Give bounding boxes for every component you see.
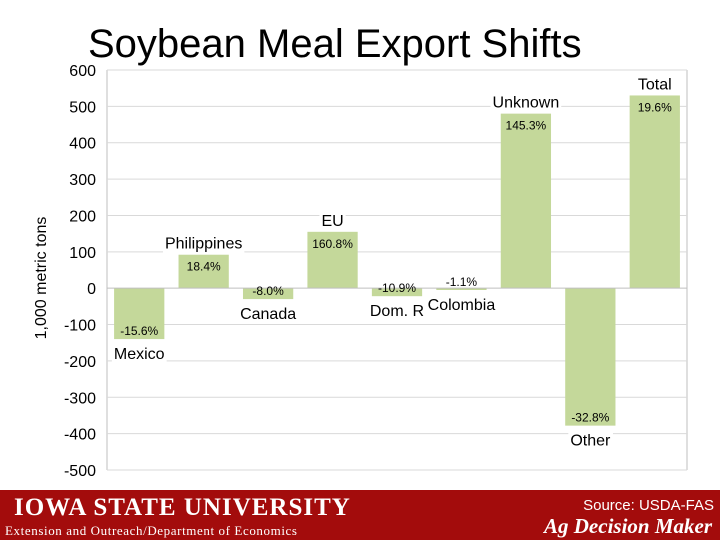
y-axis-label: 1,000 metric tons (33, 217, 50, 340)
y-tick-label: -100 (64, 318, 96, 335)
category-label: Dom. R (370, 303, 424, 320)
category-label: Colombia (428, 297, 496, 314)
category-label: Unknown (493, 95, 560, 112)
data-label: 18.4% (187, 260, 221, 274)
source-text: Source: USDA-FAS (583, 497, 714, 514)
bar-chart: 6005004003002001000-100-200-300-400-500 … (33, 63, 688, 480)
bars (114, 95, 680, 426)
y-axis-ticks: 600 500 400 300 200 100 0 -100 -200 -300 -400 -500 (64, 63, 96, 480)
footer-bar: IOWA STATE UNIVERSITY Extension and Outr… (0, 490, 720, 540)
bar (307, 231, 358, 289)
category-label-background (238, 306, 299, 324)
bar (565, 288, 616, 426)
bar (629, 95, 680, 289)
data-label: 160.8% (312, 237, 353, 251)
category-label-background (367, 303, 427, 321)
data-label: 145.3% (506, 119, 547, 133)
bar (436, 288, 487, 290)
category-label: Canada (240, 306, 296, 323)
category-label: Mexico (114, 346, 165, 363)
category-label: EU (321, 213, 343, 230)
category-label: Philippines (165, 236, 242, 253)
category-label-background (635, 76, 674, 94)
y-tick-label: 600 (69, 63, 96, 80)
y-tick-label: -400 (64, 427, 96, 444)
data-label: 19.6% (638, 100, 672, 114)
category-label-background (490, 94, 562, 112)
bar (371, 288, 423, 297)
y-tick-label: -200 (64, 354, 96, 371)
department-text: Extension and Outreach/Department of Eco… (5, 523, 298, 538)
data-label: -8.0% (252, 284, 284, 298)
brand-text: Ag Decision Maker (544, 514, 712, 538)
y-tick-label: 0 (87, 281, 96, 298)
slide-title: Soybean Meal Export Shifts (88, 22, 582, 66)
category-label: Total (638, 76, 672, 93)
bar (114, 288, 165, 340)
y-tick-label: -300 (64, 390, 96, 407)
y-tick-label: 400 (69, 136, 96, 153)
data-label: -1.1% (446, 275, 478, 289)
category-label-background (162, 235, 245, 253)
university-logo: IOWA STATE UNIVERSITY (14, 494, 351, 521)
category-label-background (568, 432, 614, 450)
bar (500, 113, 552, 289)
category-label-background (319, 212, 346, 230)
data-label: -15.6% (120, 324, 158, 338)
category-label-background (425, 297, 498, 314)
data-label: -10.9% (378, 281, 416, 295)
category-label-background (111, 346, 167, 364)
data-label: -32.8% (571, 411, 609, 425)
bar-labels: -15.6% Mexico 18.4% Philippines -8.0% Canada 1… (111, 76, 674, 450)
y-tick-label: 200 (69, 208, 96, 225)
y-tick-label: 300 (69, 172, 96, 189)
category-label: Other (570, 433, 611, 450)
y-tick-label: 100 (69, 245, 96, 262)
bar (242, 288, 294, 300)
y-tick-label: -500 (64, 463, 96, 480)
bar (178, 254, 229, 289)
y-tick-label: 500 (69, 99, 96, 116)
